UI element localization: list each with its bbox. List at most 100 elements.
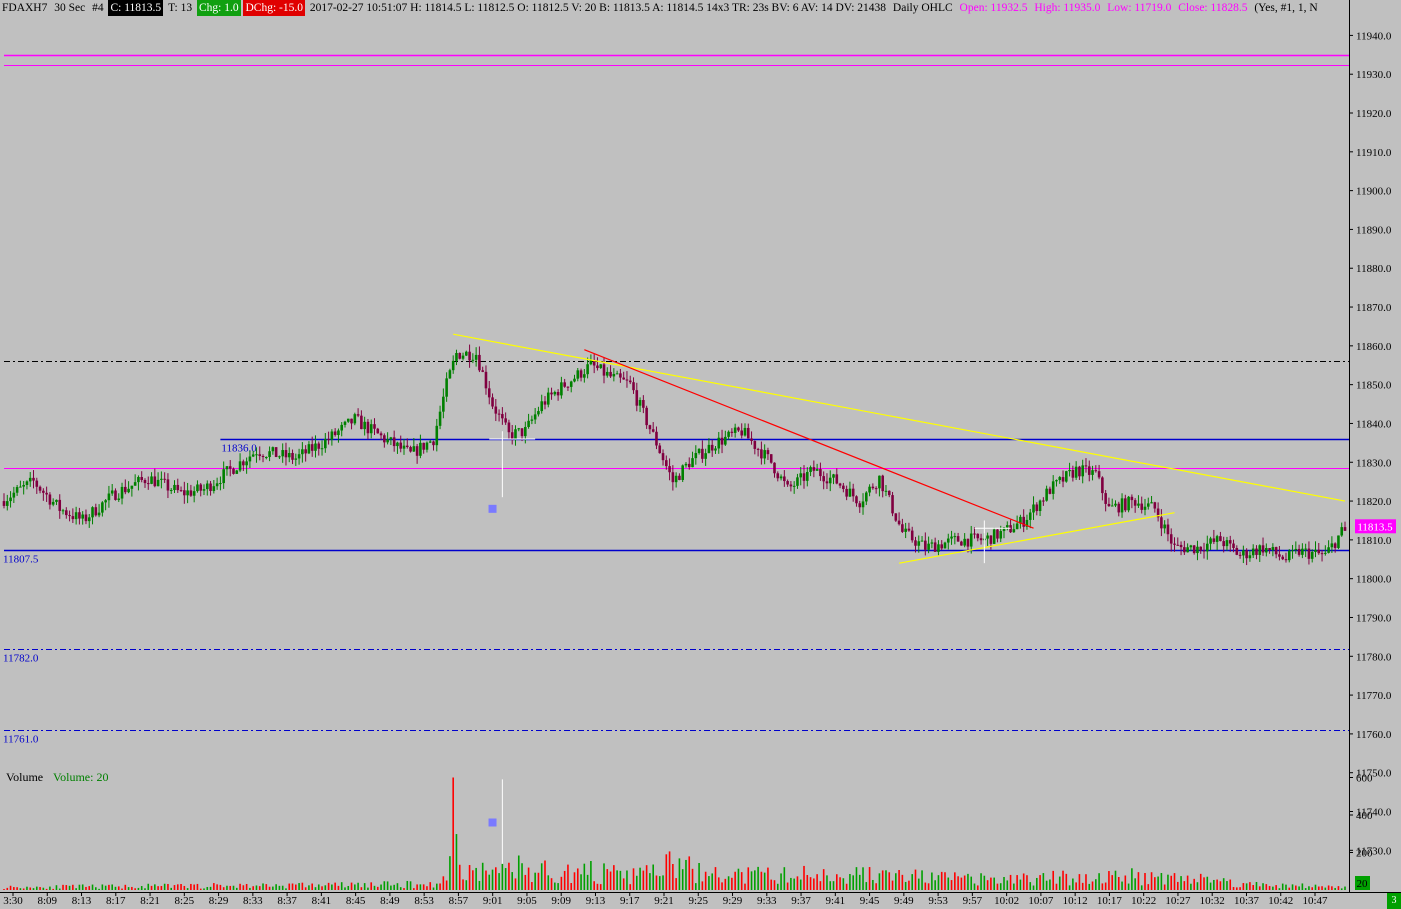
time-tick-label: 9:01 bbox=[483, 895, 503, 907]
candle-body bbox=[546, 392, 550, 405]
candle-body bbox=[1117, 503, 1121, 513]
candle-body bbox=[327, 439, 330, 441]
time-tick-label: 8:13 bbox=[72, 895, 92, 907]
price-tick-label: 11740.0 bbox=[1356, 807, 1392, 819]
candle-body bbox=[146, 483, 150, 485]
candle-body bbox=[753, 440, 757, 449]
candle-body bbox=[1307, 548, 1311, 559]
trendlines bbox=[453, 333, 1346, 564]
chart-header: FDAXH7 30 Sec #4 C: 11813.5 T: 13 Chg: 1… bbox=[0, 0, 1349, 16]
candle-body bbox=[238, 461, 242, 471]
candle-body bbox=[887, 490, 891, 496]
candle-body bbox=[363, 421, 366, 430]
candle-body bbox=[799, 473, 803, 478]
candle-body bbox=[861, 501, 865, 508]
candle-body bbox=[245, 461, 248, 466]
candle-body bbox=[487, 388, 491, 398]
candle-body bbox=[1140, 503, 1144, 510]
candle-body bbox=[1094, 470, 1098, 472]
candle-body bbox=[192, 491, 196, 496]
time-tick-label: 8:29 bbox=[209, 895, 229, 907]
candle-body bbox=[996, 529, 999, 539]
candle-body bbox=[694, 452, 698, 459]
candle-body bbox=[379, 433, 383, 436]
candle-body bbox=[166, 479, 170, 491]
time-tick-label: 8:33 bbox=[243, 895, 263, 907]
time-tick-label: 9:17 bbox=[620, 895, 640, 907]
candle-body bbox=[1343, 527, 1347, 531]
candle-body bbox=[248, 456, 252, 462]
candle-body bbox=[48, 494, 52, 505]
candle-body bbox=[655, 431, 658, 446]
candle-body bbox=[1284, 559, 1288, 561]
candle-body bbox=[1022, 516, 1025, 527]
volume-current-box bbox=[1355, 876, 1370, 890]
candle-body bbox=[1304, 548, 1307, 550]
candle-body bbox=[1101, 477, 1104, 494]
candle-body bbox=[1091, 470, 1094, 475]
candle-body bbox=[1333, 543, 1337, 548]
candle-body bbox=[468, 351, 471, 361]
price-tick-label: 11770.0 bbox=[1356, 690, 1392, 702]
candle-body bbox=[196, 484, 199, 492]
candle-body bbox=[307, 444, 311, 454]
price-tick-label: 11920.0 bbox=[1356, 108, 1392, 120]
candle-body bbox=[415, 446, 419, 456]
time-tick-label: 10:22 bbox=[1131, 895, 1156, 907]
candle-body bbox=[94, 507, 98, 516]
candle-body bbox=[628, 380, 632, 383]
time-tick-label: 8:45 bbox=[346, 895, 366, 907]
candle-body bbox=[442, 396, 445, 412]
candle-body bbox=[589, 360, 593, 365]
candle-body bbox=[714, 448, 717, 451]
candle-body bbox=[605, 371, 609, 376]
volume-current-text: 20 bbox=[1357, 878, 1369, 890]
candle-body bbox=[1110, 505, 1114, 507]
candle-body bbox=[1104, 493, 1107, 504]
candle-body bbox=[740, 430, 744, 436]
time-tick-label: 9:49 bbox=[894, 895, 914, 907]
candle-body bbox=[779, 476, 783, 479]
time-tick-label: 9:53 bbox=[928, 895, 948, 907]
candle-body bbox=[186, 490, 189, 496]
candle-body bbox=[573, 378, 576, 382]
candle-body bbox=[1179, 544, 1183, 548]
candle-body bbox=[422, 442, 425, 450]
candle-body bbox=[897, 520, 901, 525]
candle-body bbox=[1324, 552, 1327, 554]
candle-body bbox=[1019, 516, 1022, 524]
candle-body bbox=[851, 488, 855, 497]
candle-body bbox=[110, 490, 114, 494]
candle-body bbox=[97, 512, 101, 516]
candle-body bbox=[392, 437, 396, 447]
candle-body bbox=[71, 516, 75, 520]
candle-body bbox=[999, 531, 1003, 539]
candle-body bbox=[337, 430, 340, 436]
candle-body bbox=[809, 467, 812, 472]
time-tick-label: 8:37 bbox=[277, 895, 297, 907]
candle-body bbox=[1068, 469, 1071, 472]
candle-body bbox=[330, 431, 334, 440]
candle-body bbox=[943, 542, 947, 549]
candle-body bbox=[353, 414, 357, 424]
volume-label: Volume bbox=[6, 770, 43, 784]
candle-body bbox=[566, 386, 570, 388]
study-params: (Yes, #1, 1, N bbox=[1254, 2, 1318, 14]
candle-body bbox=[189, 490, 193, 496]
price-tick-label: 11860.0 bbox=[1356, 341, 1392, 353]
candle-body bbox=[360, 415, 363, 430]
candle-body bbox=[1166, 524, 1170, 535]
price-tick-label: 11790.0 bbox=[1356, 612, 1392, 624]
candle-body bbox=[1143, 506, 1147, 510]
candle-body bbox=[717, 437, 721, 449]
candle-body bbox=[907, 528, 911, 531]
candle-body bbox=[560, 382, 563, 396]
last-price-text: 11813.5 bbox=[1357, 521, 1393, 533]
volume-tick-label: 200 bbox=[1356, 848, 1373, 860]
candle-body bbox=[1012, 529, 1016, 533]
candle-body bbox=[84, 514, 88, 522]
candle-body bbox=[537, 411, 540, 415]
time-tick-label: 8:17 bbox=[106, 895, 126, 907]
level-label-5: 11807.5 bbox=[3, 554, 39, 566]
